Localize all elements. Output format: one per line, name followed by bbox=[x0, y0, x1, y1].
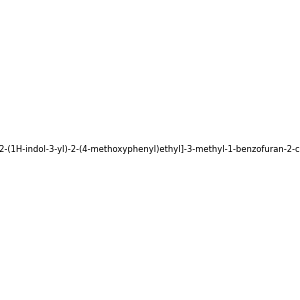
Text: 5-chloro-N-[2-(1H-indol-3-yl)-2-(4-methoxyphenyl)ethyl]-3-methyl-1-benzofuran-2-: 5-chloro-N-[2-(1H-indol-3-yl)-2-(4-metho… bbox=[0, 146, 300, 154]
